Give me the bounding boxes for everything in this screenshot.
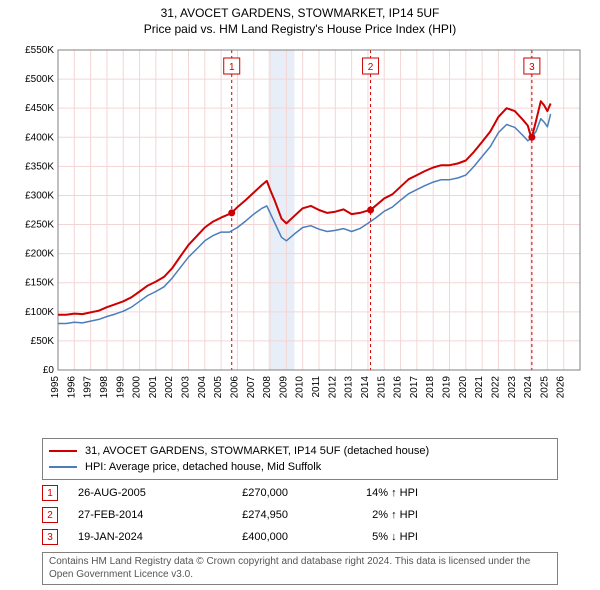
svg-text:2025: 2025 — [539, 376, 550, 399]
svg-text:2026: 2026 — [556, 376, 567, 399]
event-number-box: 2 — [42, 507, 58, 523]
svg-text:2008: 2008 — [262, 376, 273, 399]
legend-row-property: 31, AVOCET GARDENS, STOWMARKET, IP14 5UF… — [49, 443, 551, 459]
chart: 1 2 3 £0 £50K £100K £150K £200K £250K £300K £350K £… — [10, 44, 590, 424]
svg-text:2003: 2003 — [181, 376, 192, 399]
legend-swatch-property — [49, 450, 77, 452]
svg-text:£300K: £300K — [25, 190, 54, 201]
svg-text:1: 1 — [229, 62, 235, 73]
svg-text:£500K: £500K — [25, 74, 54, 85]
svg-text:2013: 2013 — [344, 376, 355, 399]
svg-text:2023: 2023 — [507, 376, 518, 399]
svg-text:1998: 1998 — [99, 376, 110, 399]
event-number-box: 1 — [42, 485, 58, 501]
events-table: 1 26-AUG-2005 £270,000 14% ↑ HPI 2 27-FE… — [42, 482, 558, 548]
svg-text:2004: 2004 — [197, 376, 208, 399]
title-block: 31, AVOCET GARDENS, STOWMARKET, IP14 5UF… — [0, 0, 600, 36]
svg-text:£150K: £150K — [25, 278, 54, 289]
svg-text:2019: 2019 — [442, 376, 453, 399]
svg-text:2009: 2009 — [278, 376, 289, 399]
legend-swatch-hpi — [49, 466, 77, 468]
svg-text:2022: 2022 — [490, 376, 501, 399]
svg-text:£350K: £350K — [25, 161, 54, 172]
svg-text:2006: 2006 — [229, 376, 240, 399]
legend-label-property: 31, AVOCET GARDENS, STOWMARKET, IP14 5UF… — [85, 443, 429, 459]
legend: 31, AVOCET GARDENS, STOWMARKET, IP14 5UF… — [42, 438, 558, 480]
svg-text:3: 3 — [529, 62, 535, 73]
event-row: 1 26-AUG-2005 £270,000 14% ↑ HPI — [42, 482, 558, 504]
event-pct: 14% ↑ HPI — [308, 487, 418, 499]
svg-text:1997: 1997 — [83, 376, 94, 399]
footer-attribution: Contains HM Land Registry data © Crown c… — [42, 552, 558, 585]
svg-text:2011: 2011 — [311, 376, 322, 398]
chart-title: 31, AVOCET GARDENS, STOWMARKET, IP14 5UF — [0, 6, 600, 20]
svg-text:2001: 2001 — [148, 376, 159, 399]
svg-text:2012: 2012 — [327, 376, 338, 399]
legend-row-hpi: HPI: Average price, detached house, Mid … — [49, 459, 551, 475]
svg-text:2007: 2007 — [246, 376, 257, 399]
page: 31, AVOCET GARDENS, STOWMARKET, IP14 5UF… — [0, 0, 600, 590]
svg-text:£0: £0 — [43, 365, 55, 376]
event-price: £400,000 — [208, 531, 288, 543]
svg-text:1995: 1995 — [50, 376, 61, 399]
event-number-box: 3 — [42, 529, 58, 545]
event-pct: 5% ↓ HPI — [308, 531, 418, 543]
svg-text:£450K: £450K — [25, 103, 54, 114]
svg-text:2005: 2005 — [213, 376, 224, 399]
chart-svg: 1 2 3 £0 £50K £100K £150K £200K £250K £300K £350K £… — [10, 44, 590, 424]
event-date: 19-JAN-2024 — [78, 531, 188, 543]
svg-text:2024: 2024 — [523, 376, 534, 399]
svg-text:2002: 2002 — [164, 376, 175, 399]
svg-text:2018: 2018 — [425, 376, 436, 399]
svg-text:£50K: £50K — [31, 336, 55, 347]
svg-text:1999: 1999 — [115, 376, 126, 399]
chart-subtitle: Price paid vs. HM Land Registry's House … — [0, 22, 600, 36]
svg-text:2000: 2000 — [132, 376, 143, 399]
legend-label-hpi: HPI: Average price, detached house, Mid … — [85, 459, 321, 475]
svg-text:2021: 2021 — [474, 376, 485, 399]
svg-text:£200K: £200K — [25, 249, 54, 260]
svg-text:2016: 2016 — [393, 376, 404, 399]
svg-text:£400K: £400K — [25, 132, 54, 143]
event-row: 3 19-JAN-2024 £400,000 5% ↓ HPI — [42, 526, 558, 548]
svg-text:2015: 2015 — [376, 376, 387, 399]
svg-text:£100K: £100K — [25, 307, 54, 318]
svg-text:£250K: £250K — [25, 220, 54, 231]
svg-text:2017: 2017 — [409, 376, 420, 399]
svg-text:2010: 2010 — [295, 376, 306, 399]
event-date: 26-AUG-2005 — [78, 487, 188, 499]
event-row: 2 27-FEB-2014 £274,950 2% ↑ HPI — [42, 504, 558, 526]
svg-text:£550K: £550K — [25, 45, 54, 56]
svg-text:1996: 1996 — [66, 376, 77, 399]
event-price: £274,950 — [208, 509, 288, 521]
svg-text:2020: 2020 — [458, 376, 469, 399]
svg-text:2014: 2014 — [360, 376, 371, 399]
event-date: 27-FEB-2014 — [78, 509, 188, 521]
event-price: £270,000 — [208, 487, 288, 499]
event-pct: 2% ↑ HPI — [308, 509, 418, 521]
svg-text:2: 2 — [368, 62, 374, 73]
